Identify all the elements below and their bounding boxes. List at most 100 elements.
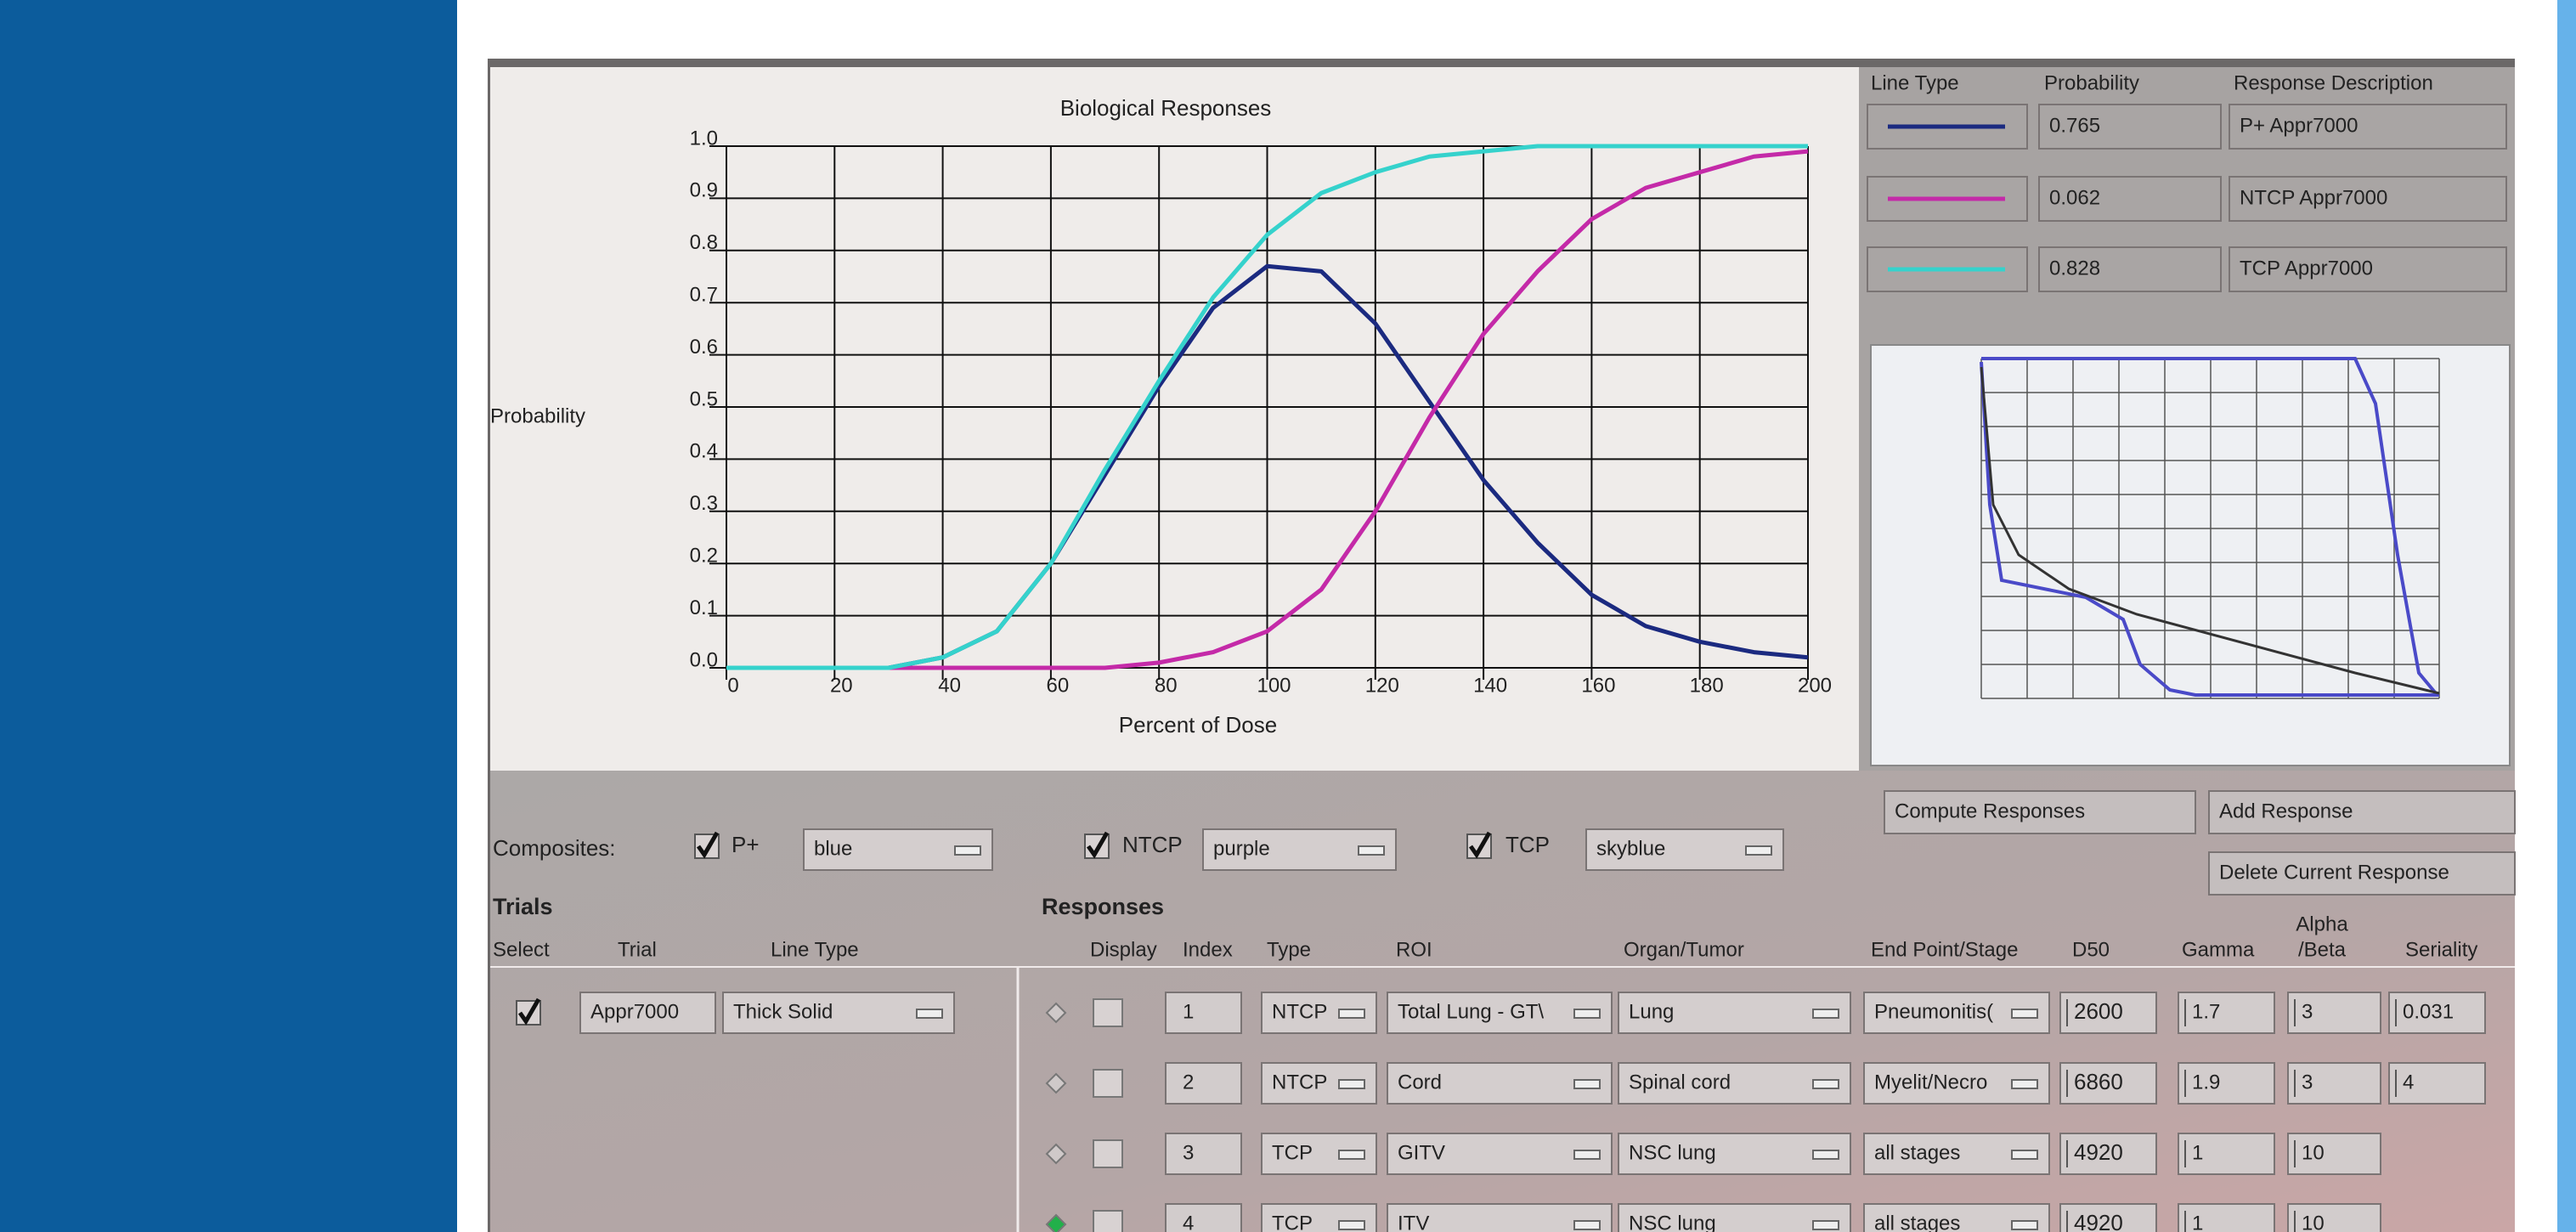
text-field[interactable] — [2178, 1062, 2275, 1105]
x-tick-label: 60 — [1047, 674, 1070, 697]
text-field[interactable] — [2178, 1203, 2275, 1232]
dropdown[interactable] — [1261, 1062, 1377, 1105]
x-tick-label: 180 — [1690, 674, 1724, 697]
probability: 0.828 — [2049, 257, 2100, 280]
index-box — [1165, 1133, 1242, 1175]
select-diamond[interactable] — [1045, 1072, 1067, 1094]
dropdown-indicator — [1812, 1220, 1839, 1230]
dropdown[interactable] — [1261, 1133, 1377, 1175]
text-field[interactable] — [2287, 992, 2381, 1034]
text-field[interactable] — [2287, 1133, 2381, 1175]
select-diamond[interactable] — [1045, 1213, 1067, 1232]
index-box — [1165, 992, 1242, 1034]
dropdown-value: Total Lung - GT\ — [1398, 1000, 1544, 1023]
y-axis-label: Probability — [490, 404, 585, 427]
dropdown-indicator — [2011, 1009, 2038, 1019]
text-field[interactable] — [2388, 992, 2486, 1034]
dropdown-indicator — [1338, 1220, 1365, 1230]
button[interactable] — [2208, 790, 2516, 834]
column-header: Display — [1090, 938, 1157, 961]
dropdown-value: NSC lung — [1629, 1212, 1716, 1232]
index-box — [1165, 1203, 1242, 1232]
field-value: 1.9 — [2192, 1071, 2220, 1094]
column-header: Seriality — [2405, 938, 2477, 961]
dropdown-indicator — [1812, 1079, 1839, 1089]
dropdown-value: Cord — [1398, 1071, 1442, 1094]
column-header: Type — [1267, 938, 1311, 961]
trial-name-box — [579, 992, 716, 1034]
text-field[interactable] — [2178, 1133, 2275, 1175]
text-field[interactable] — [2287, 1062, 2381, 1105]
dropdown[interactable] — [722, 992, 955, 1034]
column-header: Gamma — [2182, 938, 2255, 961]
legend-header: Probability — [2044, 71, 2139, 94]
dropdown-indicator — [1338, 1150, 1365, 1160]
field-value: 1.7 — [2192, 1000, 2220, 1023]
dropdown-indicator — [916, 1009, 943, 1019]
select-diamond[interactable] — [1045, 1002, 1067, 1024]
display-checkbox[interactable] — [1093, 1069, 1123, 1098]
chart-title: Biological Responses — [1060, 95, 1272, 121]
description-box — [2229, 176, 2507, 222]
text-field[interactable] — [2287, 1203, 2381, 1232]
index: 2 — [1183, 1071, 1194, 1094]
field-value: 0.031 — [2403, 1000, 2454, 1023]
composite-name: NTCP — [1122, 832, 1183, 857]
display-checkbox[interactable] — [1093, 998, 1123, 1027]
display-checkbox[interactable] — [1093, 1210, 1123, 1232]
column-header: D50 — [2072, 938, 2110, 961]
check-mark — [517, 997, 541, 1026]
section-title: Responses — [1042, 894, 1164, 919]
x-axis-label: Percent of Dose — [1119, 712, 1277, 738]
field-value: 4920 — [2074, 1139, 2123, 1165]
dropdown-indicator — [1573, 1009, 1601, 1019]
column-header: Alpha — [2296, 913, 2348, 935]
dropdown-indicator — [1358, 845, 1385, 856]
x-tick-label: 40 — [938, 674, 961, 697]
x-tick-label: 120 — [1365, 674, 1399, 697]
x-tick-label: 140 — [1473, 674, 1507, 697]
dropdown-value: purple — [1213, 837, 1270, 860]
dropdown[interactable] — [1618, 1062, 1851, 1105]
chart-bg — [490, 67, 1859, 771]
text-field[interactable] — [2059, 1062, 2157, 1105]
text-field[interactable] — [2388, 1062, 2486, 1105]
dropdown-value: blue — [814, 837, 852, 860]
text-field[interactable] — [2178, 992, 2275, 1034]
dropdown-indicator — [2011, 1150, 2038, 1160]
x-tick-label: 100 — [1257, 674, 1291, 697]
dropdown[interactable] — [1618, 1203, 1851, 1232]
description-box — [2229, 104, 2507, 150]
field-value: 3 — [2302, 1000, 2313, 1023]
composite-name: TCP — [1505, 832, 1550, 857]
probability: 0.765 — [2049, 114, 2100, 137]
text-field[interactable] — [2059, 992, 2157, 1034]
inset-curve — [1981, 357, 2438, 695]
dropdown-value: NTCP — [1272, 1071, 1327, 1094]
dropdown-indicator — [1812, 1150, 1839, 1160]
dropdown[interactable] — [1618, 992, 1851, 1034]
description: NTCP Appr7000 — [2240, 186, 2387, 209]
index-box — [1165, 1062, 1242, 1105]
button-label: Add Response — [2219, 800, 2353, 822]
column-header: Organ/Tumor — [1624, 938, 1744, 961]
dropdown-value: TCP — [1272, 1141, 1313, 1164]
select-diamond[interactable] — [1045, 1143, 1067, 1165]
dropdown[interactable] — [1618, 1133, 1851, 1175]
dropdown-value: Lung — [1629, 1000, 1674, 1023]
field-value: 10 — [2302, 1212, 2325, 1232]
button[interactable] — [1884, 790, 2196, 834]
left-panel — [0, 0, 457, 1232]
dvh-inset — [1870, 344, 2511, 766]
inset-curve — [1980, 361, 2439, 697]
dropdown-value: NTCP — [1272, 1000, 1327, 1023]
dropdown-value: Pneumonitis( — [1874, 1000, 1993, 1023]
display-checkbox[interactable] — [1093, 1139, 1123, 1168]
button[interactable] — [2208, 851, 2516, 896]
text-field[interactable] — [2059, 1203, 2157, 1232]
button-label: Delete Current Response — [2219, 861, 2449, 884]
field-value: 2600 — [2074, 998, 2123, 1024]
dropdown-indicator — [1338, 1079, 1365, 1089]
text-field[interactable] — [2059, 1133, 2157, 1175]
legend-header: Line Type — [1871, 71, 1959, 94]
